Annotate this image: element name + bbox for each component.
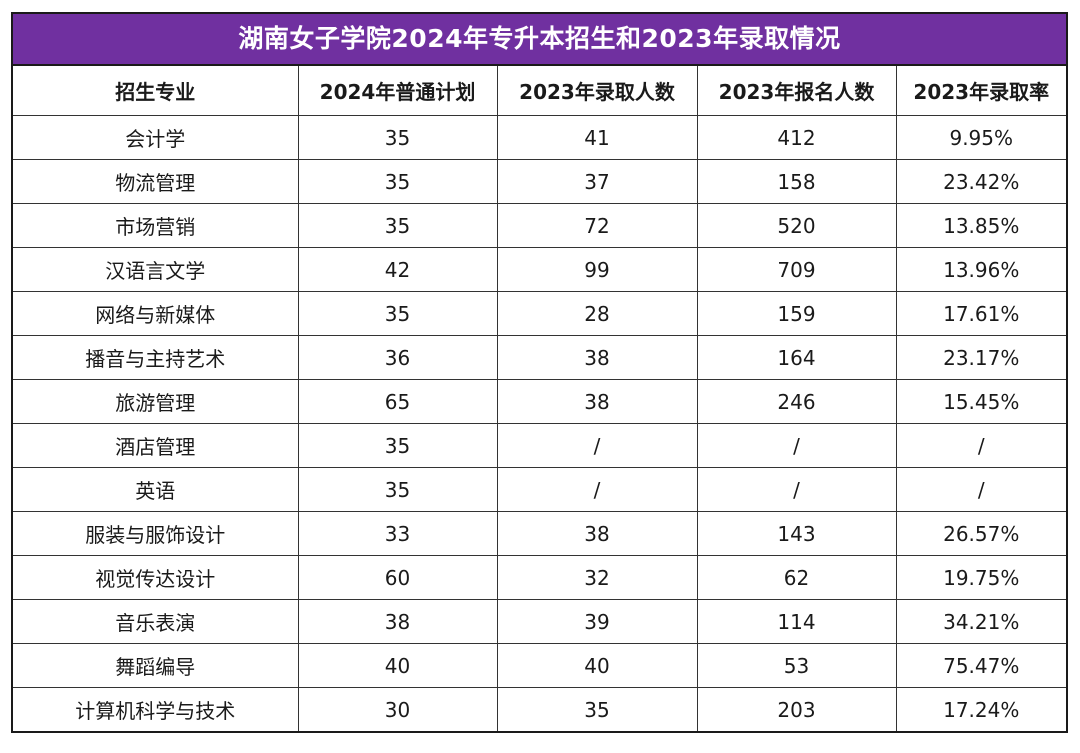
cell-major: 物流管理 [13,159,299,204]
cell-admitted-2023: 99 [497,247,698,292]
cell-major: 酒店管理 [13,423,299,468]
header-rate-2023: 2023年录取率 [896,66,1066,116]
cell-plan-2024: 30 [298,687,498,731]
cell-applicants-2023: 159 [697,291,897,336]
cell-rate-2023: / [896,423,1066,468]
table-row: 旅游管理 65 38 246 15.45% [13,379,1066,424]
cell-plan-2024: 35 [298,159,498,204]
cell-applicants-2023: 520 [697,203,897,248]
cell-admitted-2023: 72 [497,203,698,248]
cell-admitted-2023: 38 [497,335,698,380]
header-major: 招生专业 [13,66,299,116]
cell-major: 计算机科学与技术 [13,687,299,731]
table-row: 会计学 35 41 412 9.95% [13,115,1066,160]
cell-plan-2024: 40 [298,643,498,688]
cell-major: 会计学 [13,115,299,160]
cell-plan-2024: 35 [298,423,498,468]
cell-major: 网络与新媒体 [13,291,299,336]
cell-applicants-2023: 412 [697,115,897,160]
cell-plan-2024: 35 [298,467,498,512]
cell-applicants-2023: / [697,423,897,468]
cell-major: 市场营销 [13,203,299,248]
cell-rate-2023: 23.17% [896,335,1066,380]
cell-plan-2024: 35 [298,203,498,248]
table-body: 会计学 35 41 412 9.95% 物流管理 35 37 158 23.42% 市场营销 35 72… [13,115,1066,731]
cell-admitted-2023: 28 [497,291,698,336]
cell-rate-2023: 13.96% [896,247,1066,292]
cell-major: 旅游管理 [13,379,299,424]
cell-major: 舞蹈编导 [13,643,299,688]
cell-plan-2024: 35 [298,291,498,336]
cell-rate-2023: 17.61% [896,291,1066,336]
cell-admitted-2023: 41 [497,115,698,160]
cell-admitted-2023: 37 [497,159,698,204]
table-row: 音乐表演 38 39 114 34.21% [13,599,1066,644]
cell-plan-2024: 42 [298,247,498,292]
cell-plan-2024: 65 [298,379,498,424]
header-admitted-2023: 2023年录取人数 [497,66,698,116]
table-row: 汉语言文学 42 99 709 13.96% [13,247,1066,292]
cell-admitted-2023: 35 [497,687,698,731]
cell-admitted-2023: 39 [497,599,698,644]
cell-plan-2024: 35 [298,115,498,160]
cell-applicants-2023: 158 [697,159,897,204]
admission-table-sheet: 湖南女子学院2024年专升本招生和2023年录取情况 招生专业 2024年普通计… [11,12,1068,733]
cell-applicants-2023: 709 [697,247,897,292]
table-row: 网络与新媒体 35 28 159 17.61% [13,291,1066,336]
table-row: 市场营销 35 72 520 13.85% [13,203,1066,248]
cell-applicants-2023: 203 [697,687,897,731]
cell-rate-2023: 19.75% [896,555,1066,600]
cell-applicants-2023: 114 [697,599,897,644]
table-row: 酒店管理 35// / [13,423,1066,468]
cell-major: 汉语言文学 [13,247,299,292]
cell-applicants-2023: 143 [697,511,897,556]
cell-applicants-2023: 53 [697,643,897,688]
cell-rate-2023: 26.57% [896,511,1066,556]
cell-applicants-2023: 62 [697,555,897,600]
cell-rate-2023: 23.42% [896,159,1066,204]
table-row: 舞蹈编导 40 40 53 75.47% [13,643,1066,688]
header-plan-2024: 2024年普通计划 [298,66,498,116]
table-row: 物流管理 35 37 158 23.42% [13,159,1066,204]
table-row: 服装与服饰设计 33 38 143 26.57% [13,511,1066,556]
cell-rate-2023: 9.95% [896,115,1066,160]
cell-rate-2023: / [896,467,1066,512]
admission-table: 招生专业 2024年普通计划 2023年录取人数 2023年报名人数 2023年… [13,66,1066,731]
cell-major: 英语 [13,467,299,512]
header-applicants-2023: 2023年报名人数 [697,66,897,116]
cell-major: 音乐表演 [13,599,299,644]
cell-rate-2023: 13.85% [896,203,1066,248]
cell-major: 服装与服饰设计 [13,511,299,556]
cell-rate-2023: 15.45% [896,379,1066,424]
cell-major: 视觉传达设计 [13,555,299,600]
cell-admitted-2023: 38 [497,379,698,424]
cell-admitted-2023: / [497,423,698,468]
cell-plan-2024: 60 [298,555,498,600]
table-row: 英语 35// / [13,467,1066,512]
cell-major: 播音与主持艺术 [13,335,299,380]
table-title: 湖南女子学院2024年专升本招生和2023年录取情况 [13,14,1066,66]
table-row: 计算机科学与技术 30 35 203 17.24% [13,687,1066,731]
cell-plan-2024: 33 [298,511,498,556]
cell-rate-2023: 34.21% [896,599,1066,644]
cell-rate-2023: 17.24% [943,697,1020,722]
cell-applicants-2023: 164 [697,335,897,380]
cell-admitted-2023: 38 [497,511,698,556]
cell-plan-2024: 38 [298,599,498,644]
table-row: 播音与主持艺术 36 38 164 23.17% [13,335,1066,380]
cell-admitted-2023: 40 [497,643,698,688]
cell-admitted-2023: / [497,467,698,512]
cell-plan-2024: 36 [298,335,498,380]
cell-applicants-2023: / [697,467,897,512]
table-row: 视觉传达设计 60 32 62 19.75% [13,555,1066,600]
cell-admitted-2023: 32 [497,555,698,600]
header-row: 招生专业 2024年普通计划 2023年录取人数 2023年报名人数 2023年… [13,66,1066,116]
cell-rate-2023: 75.47% [896,643,1066,688]
cell-applicants-2023: 246 [697,379,897,424]
